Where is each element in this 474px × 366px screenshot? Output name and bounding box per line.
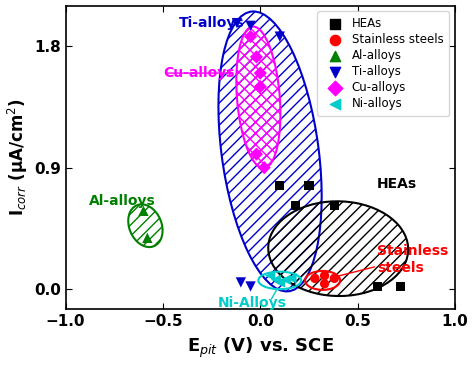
Point bbox=[247, 34, 255, 40]
Text: HEAs: HEAs bbox=[377, 177, 417, 191]
Point bbox=[256, 70, 264, 76]
Point bbox=[260, 165, 268, 171]
Text: Cu-alloys: Cu-alloys bbox=[163, 66, 235, 80]
Point bbox=[233, 20, 241, 26]
Point bbox=[330, 202, 338, 208]
X-axis label: E$_{pit}$ (V) vs. SCE: E$_{pit}$ (V) vs. SCE bbox=[187, 336, 334, 361]
Point bbox=[321, 273, 328, 279]
Point bbox=[311, 276, 319, 281]
Legend: HEAs, Stainless steels, Al-alloys, Ti-alloys, Cu-alloys, Ni-alloys: HEAs, Stainless steels, Al-alloys, Ti-al… bbox=[317, 11, 449, 116]
Point bbox=[276, 34, 283, 40]
Point bbox=[237, 280, 245, 285]
Point bbox=[266, 273, 274, 279]
Text: Ti-alloys: Ti-alloys bbox=[179, 16, 244, 30]
Point bbox=[374, 284, 381, 290]
Point bbox=[253, 151, 260, 157]
Point bbox=[247, 284, 255, 290]
Point bbox=[256, 84, 264, 90]
Point bbox=[288, 276, 295, 281]
Point bbox=[253, 54, 260, 60]
Point bbox=[397, 284, 404, 290]
Point bbox=[330, 276, 338, 281]
Point bbox=[292, 202, 299, 208]
Point bbox=[305, 182, 313, 188]
Point bbox=[321, 281, 328, 287]
Y-axis label: I$_{corr}$ (μA/cm$^2$): I$_{corr}$ (μA/cm$^2$) bbox=[6, 98, 30, 216]
Point bbox=[276, 182, 283, 188]
Text: Ni-Alloys: Ni-Alloys bbox=[218, 296, 286, 310]
Point bbox=[144, 235, 151, 241]
Point bbox=[140, 208, 147, 214]
Point bbox=[276, 280, 283, 285]
Point bbox=[272, 277, 280, 283]
Text: Al-alloys: Al-alloys bbox=[89, 194, 155, 208]
Point bbox=[247, 23, 255, 29]
Point bbox=[282, 277, 290, 283]
Text: Stainless
steels: Stainless steels bbox=[377, 244, 448, 274]
